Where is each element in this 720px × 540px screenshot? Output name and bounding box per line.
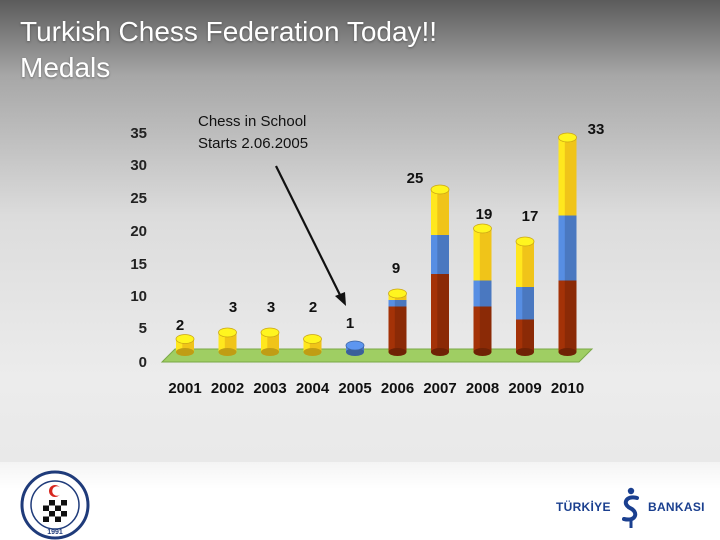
bar-segment xyxy=(388,300,407,307)
bar-segment-highlight xyxy=(431,274,438,352)
bar-base-cap xyxy=(558,348,577,356)
x-tick-label: 2002 xyxy=(211,380,244,397)
bar-base-cap xyxy=(218,348,237,356)
bar-base-cap xyxy=(303,348,322,356)
bar-segment-highlight xyxy=(388,306,395,352)
bar-segment-highlight xyxy=(303,339,310,352)
bar-segment-highlight xyxy=(516,241,523,287)
bar-segment-highlight xyxy=(473,228,480,281)
annotation-arrow-line xyxy=(275,165,342,298)
bar-segment-highlight xyxy=(431,189,438,235)
x-tick-label: 2003 xyxy=(253,380,286,397)
footer-band xyxy=(0,462,720,540)
data-label: 25 xyxy=(407,170,424,187)
bar-2010 xyxy=(558,132,577,356)
bar-2006 xyxy=(388,288,407,356)
bar-base-cap xyxy=(176,348,194,356)
bar-top-cap xyxy=(430,184,450,195)
bar-segment-highlight xyxy=(431,235,438,274)
x-tick-label: 2005 xyxy=(338,380,371,397)
bar-top-cap xyxy=(260,327,280,338)
bar-segment-highlight xyxy=(516,319,523,352)
y-tick-label: 15 xyxy=(130,256,147,273)
bar-segment-highlight xyxy=(516,287,523,320)
data-label: 19 xyxy=(476,206,493,223)
data-label: 9 xyxy=(392,260,400,277)
bar-segment-highlight xyxy=(176,339,183,352)
bar-base-cap xyxy=(431,348,449,356)
bar-base-cap xyxy=(516,348,534,356)
bar-2008 xyxy=(473,223,492,356)
y-tick-label: 35 xyxy=(130,125,147,142)
bar-segment-highlight xyxy=(388,300,395,307)
x-tick-label: 2008 xyxy=(466,380,499,397)
bar-base-cap xyxy=(346,348,364,356)
bar-top-cap xyxy=(515,236,535,247)
x-axis-ticks: 2001 2002 2003 2004 2005 2006 2007 2008 2009 2010 xyxy=(168,380,584,397)
bar-2003 xyxy=(260,327,280,356)
bar-top-cap xyxy=(473,223,492,234)
data-label: 2 xyxy=(309,299,317,316)
bar-segment-highlight xyxy=(261,332,268,352)
bar-base-cap xyxy=(473,348,492,356)
x-tick-label: 2004 xyxy=(296,380,330,397)
bar-top-cap xyxy=(175,334,195,344)
bar-2007 xyxy=(430,184,450,356)
annotation-line-1: Chess in School xyxy=(198,113,306,130)
bar-segment-highlight xyxy=(218,332,225,352)
chart-annotation: Chess in School Starts 2.06.2005 xyxy=(198,113,346,306)
federation-year: 1991 xyxy=(47,529,63,536)
federation-logo: 1991 xyxy=(20,470,90,540)
data-label: 1 xyxy=(346,315,354,332)
y-tick-label: 0 xyxy=(139,354,147,371)
bar-base-cap xyxy=(261,348,279,356)
bar-base-cap xyxy=(388,348,407,356)
bank-logo-right-text: BANKASI xyxy=(648,500,705,514)
bar-segment-highlight xyxy=(558,215,565,281)
data-label: 17 xyxy=(522,208,539,225)
x-tick-label: 2006 xyxy=(381,380,414,397)
y-tick-label: 5 xyxy=(139,320,147,337)
slide-title: Turkish Chess Federation Today!! Medals xyxy=(20,16,438,83)
y-tick-label: 25 xyxy=(130,190,147,207)
bar-top-cap xyxy=(345,340,365,351)
bar-segment-highlight xyxy=(473,280,480,307)
bar-top-cap xyxy=(218,327,237,338)
x-tick-label: 2010 xyxy=(551,380,584,397)
x-tick-label: 2001 xyxy=(168,380,201,397)
bar-segment-highlight xyxy=(558,280,565,352)
bank-logo-left-text: TÜRKİYE xyxy=(556,500,611,514)
bar-top-cap xyxy=(558,132,577,143)
bar-segment-highlight xyxy=(473,306,480,352)
y-tick-label: 30 xyxy=(130,157,147,174)
bar-group xyxy=(175,132,577,356)
annotation-arrow-head xyxy=(335,292,346,306)
bar-2002 xyxy=(218,327,237,356)
bank-mark-icon xyxy=(622,487,639,528)
data-label: 33 xyxy=(588,121,605,138)
bar-segment-highlight xyxy=(558,137,565,216)
data-label: 3 xyxy=(267,299,275,316)
y-tick-label: 10 xyxy=(130,288,147,305)
y-axis-ticks: 0 5 10 15 20 25 30 35 xyxy=(130,125,147,371)
bar-top-cap xyxy=(388,288,407,299)
bar-2005 xyxy=(345,340,365,356)
x-tick-label: 2007 xyxy=(423,380,456,397)
bar-top-cap xyxy=(303,334,322,344)
data-label: 3 xyxy=(229,299,237,316)
y-tick-label: 20 xyxy=(130,223,147,240)
x-tick-label: 2009 xyxy=(508,380,541,397)
data-label: 2 xyxy=(176,317,184,334)
annotation-line-2: Starts 2.06.2005 xyxy=(198,135,308,152)
bar-2009 xyxy=(515,236,535,356)
bar-2004 xyxy=(303,334,322,356)
bar-2001 xyxy=(175,334,195,356)
